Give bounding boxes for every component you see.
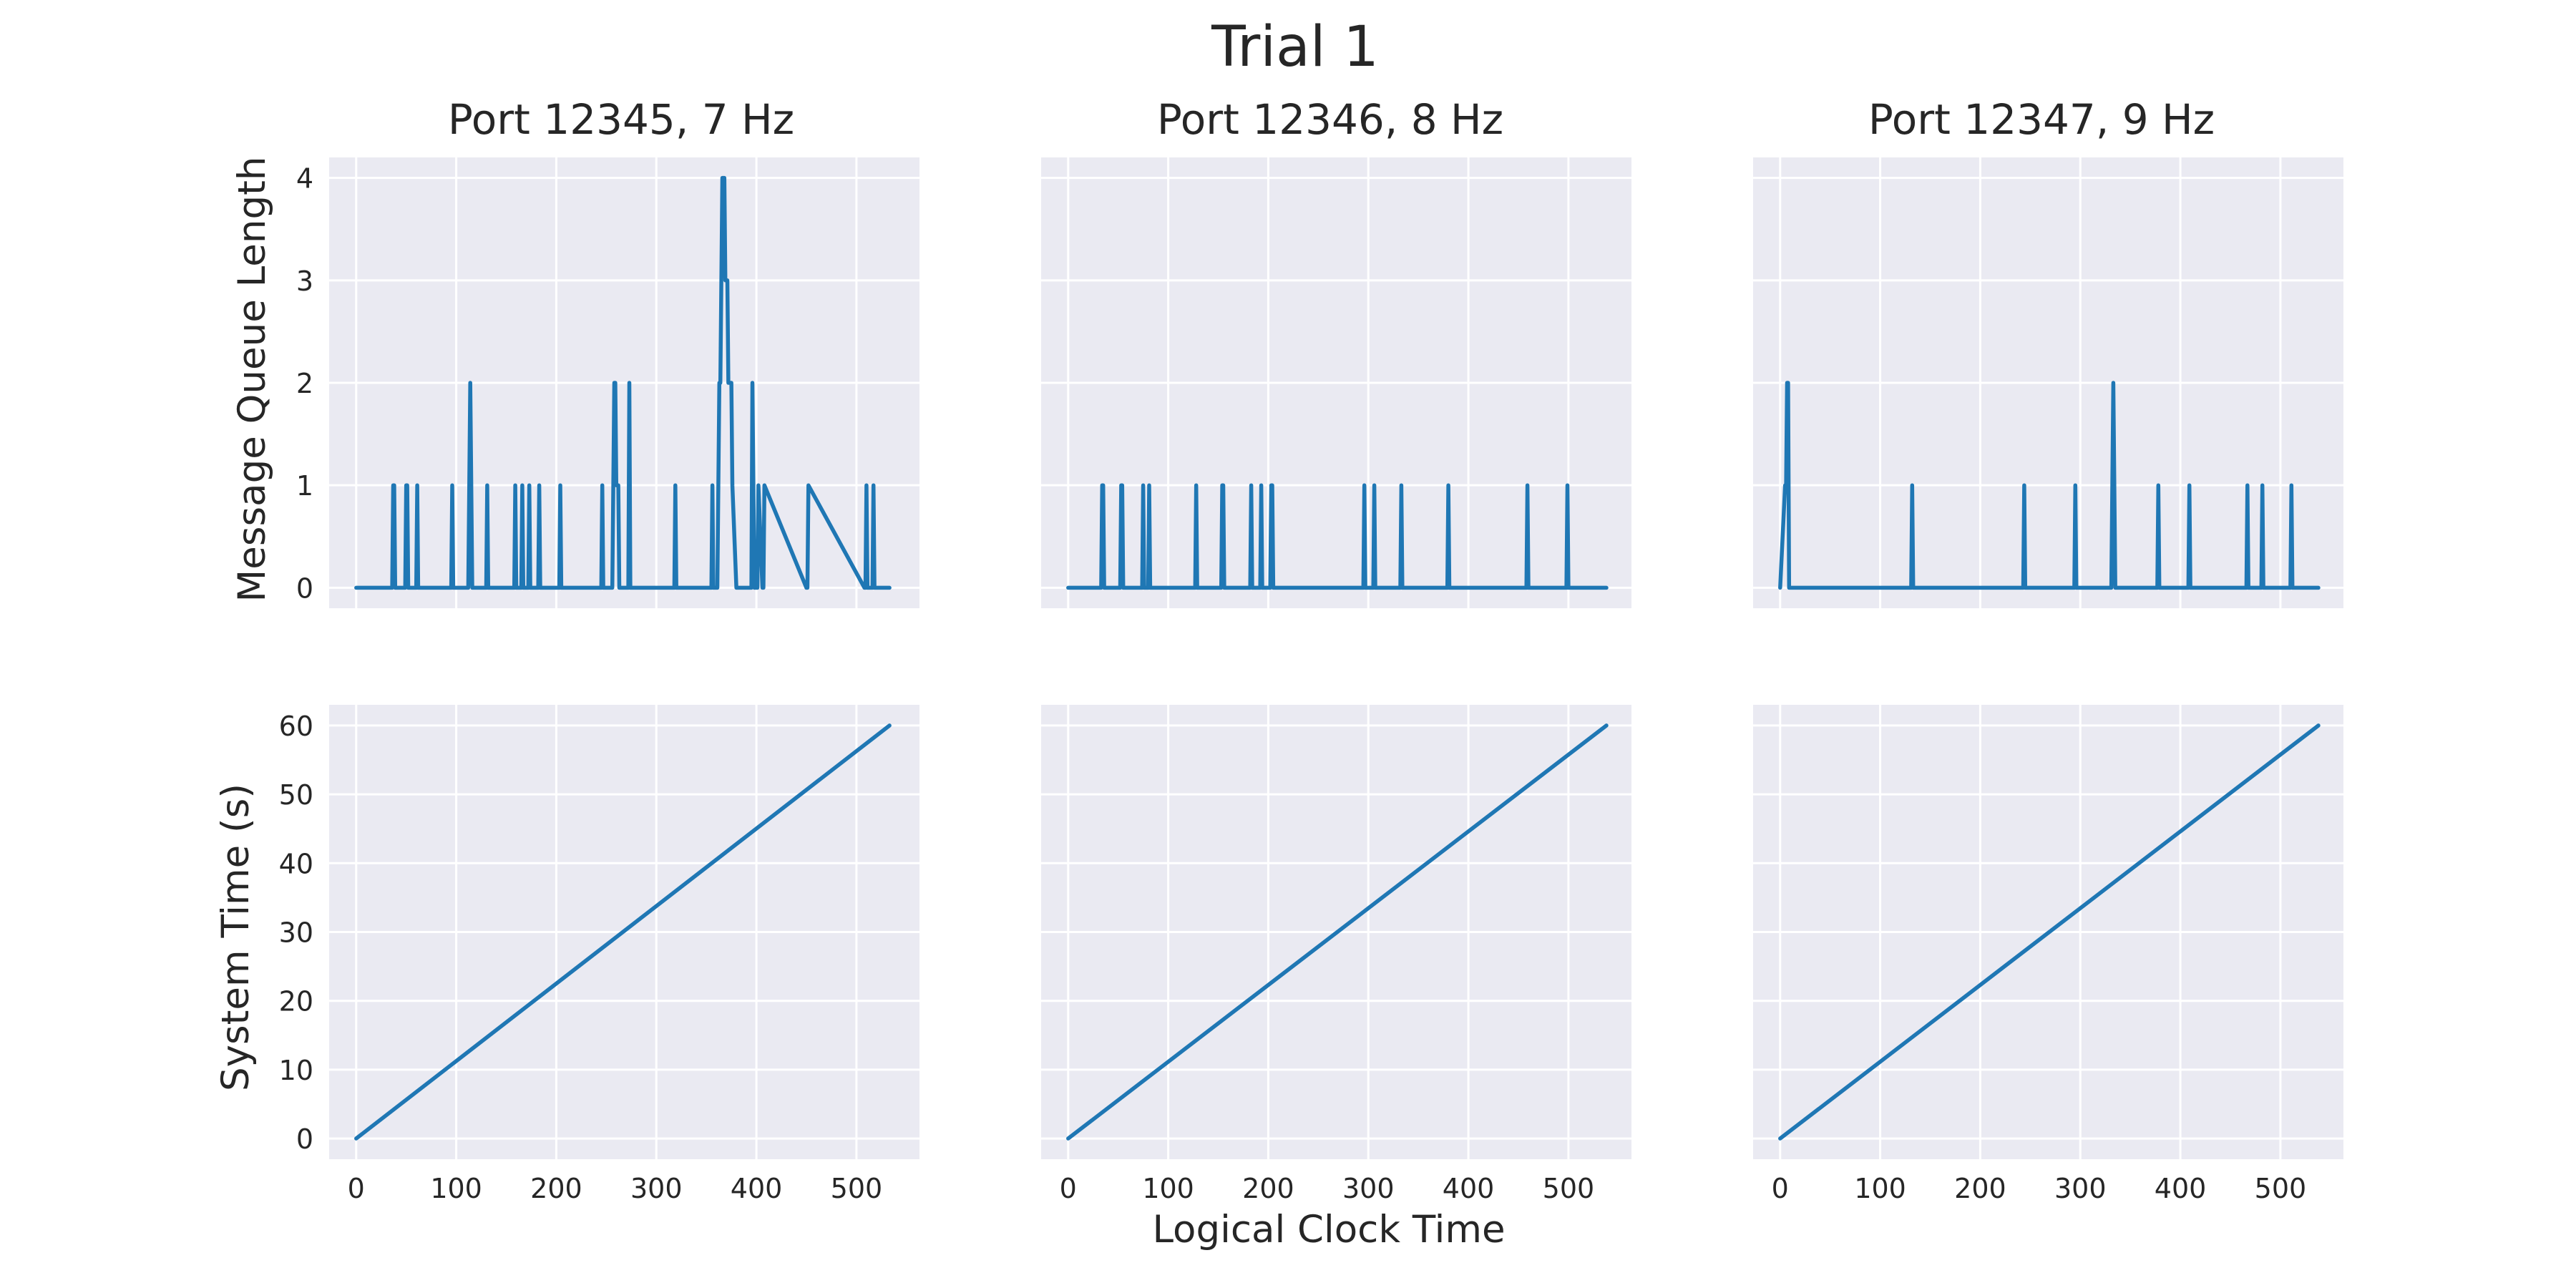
- y-tick-label: 4: [296, 163, 313, 195]
- panel-port-12347-system-time: 0 100 200 300 400 500: [1753, 705, 2343, 1204]
- chart-title: Trial 1: [1211, 15, 1379, 79]
- y-axis-label-queue: Message Queue Length: [230, 157, 274, 602]
- panel-port-12346-queue: [1041, 157, 1631, 608]
- x-tick-label: 400: [1443, 1173, 1495, 1204]
- y-tick-label: 0: [296, 572, 313, 604]
- x-tick-label: 500: [2255, 1173, 2307, 1204]
- x-tick-label: 0: [1772, 1173, 1789, 1204]
- y-tick-label: 30: [279, 917, 313, 949]
- x-tick-label: 100: [1854, 1173, 1906, 1204]
- x-tick-label: 400: [2155, 1173, 2207, 1204]
- x-tick-label: 200: [530, 1173, 582, 1204]
- x-tick-label: 500: [831, 1173, 883, 1204]
- x-tick-label: 500: [1543, 1173, 1595, 1204]
- y-tick-label: 60: [279, 711, 313, 742]
- x-tick-label: 200: [1242, 1173, 1294, 1204]
- x-tick-label: 400: [731, 1173, 783, 1204]
- panel-port-12346-system-time: 0 100 200 300 400 500: [1041, 705, 1631, 1204]
- subplot-title-port-12346: Port 12346, 8 Hz: [1157, 95, 1503, 144]
- x-tick-label: 100: [1142, 1173, 1194, 1204]
- x-tick-label: 0: [348, 1173, 365, 1204]
- y-tick-label: 20: [279, 986, 313, 1018]
- y-tick-label: 1: [296, 470, 313, 502]
- panel-port-12347-queue: [1753, 157, 2343, 608]
- series-line-port-12346-queue: [1066, 483, 1609, 590]
- x-tick-label: 100: [430, 1173, 482, 1204]
- panel-port-12345-system-time: 0 100 200 300 400 500 0 10 20 30 40 50 60: [279, 705, 919, 1204]
- x-tick-label: 300: [1342, 1173, 1395, 1204]
- x-tick-label: 0: [1060, 1173, 1077, 1204]
- subplot-title-port-12347: Port 12347, 9 Hz: [1868, 95, 2215, 144]
- series-line-port-12347-queue: [1778, 381, 2321, 590]
- y-tick-label: 0: [296, 1123, 313, 1155]
- y-tick-label: 10: [279, 1055, 313, 1086]
- y-tick-label: 2: [296, 368, 313, 399]
- x-axis-label: Logical Clock Time: [1152, 1208, 1505, 1252]
- series-line-port-12347-system-time: [1778, 723, 2321, 1141]
- subplot-title-port-12345: Port 12345, 7 Hz: [448, 95, 794, 144]
- y-tick-label: 3: [296, 265, 313, 297]
- series-line-port-12345-queue: [354, 175, 892, 590]
- panel-port-12345-queue: 0 1 2 3 4: [296, 157, 919, 608]
- x-tick-label: 300: [2054, 1173, 2107, 1204]
- y-tick-label: 50: [279, 779, 313, 811]
- y-axis-label-system-time: System Time (s): [214, 784, 258, 1091]
- y-tick-label: 40: [279, 848, 313, 879]
- series-line-port-12346-system-time: [1066, 723, 1609, 1141]
- x-tick-label: 300: [630, 1173, 683, 1204]
- series-line-port-12345-system-time: [354, 723, 892, 1141]
- x-tick-label: 200: [1954, 1173, 2006, 1204]
